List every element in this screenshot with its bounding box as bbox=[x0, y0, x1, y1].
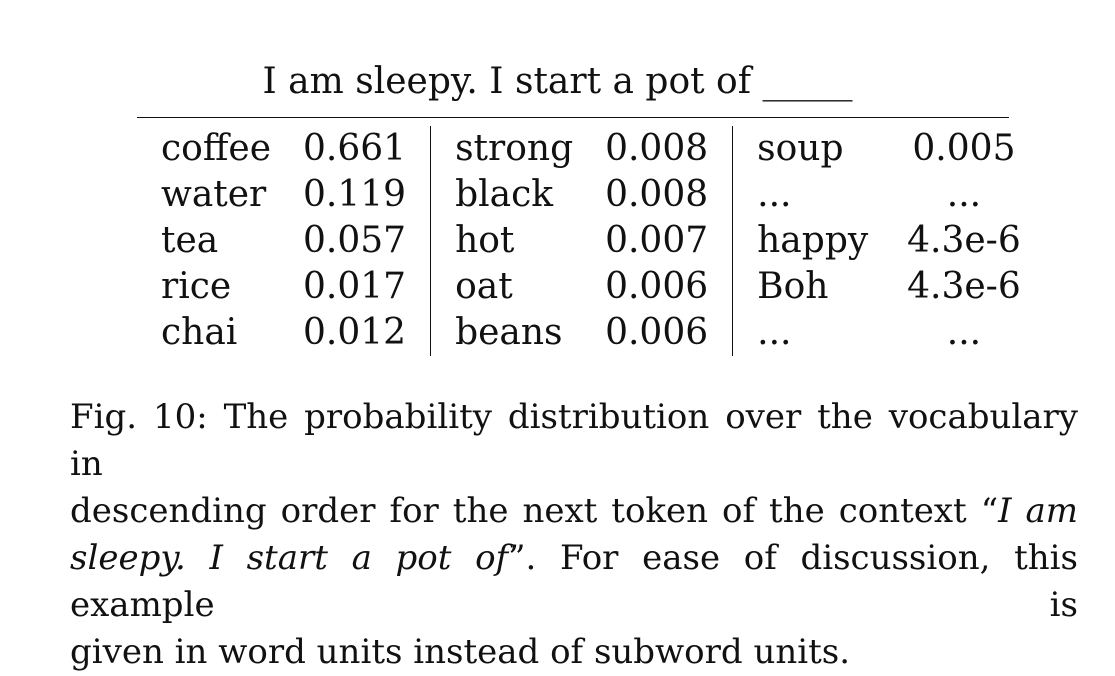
caption-text: ”. For ease of discussion, this example … bbox=[70, 538, 1078, 625]
caption-line: Fig. 10: The probability distribution ov… bbox=[70, 397, 1078, 484]
table-row: rice 0.017 oat 0.006 Boh 4.3e-6 bbox=[137, 264, 1031, 310]
prob-cell: 4.3e-6 bbox=[907, 220, 1021, 261]
caption-italic-text: I am bbox=[998, 491, 1078, 531]
table-top-rule bbox=[137, 117, 1009, 118]
prob-cell: 0.008 bbox=[605, 126, 734, 172]
prob-cell: 0.017 bbox=[303, 264, 432, 310]
token-cell: Boh bbox=[757, 266, 829, 307]
prob-cell: 0.057 bbox=[303, 218, 432, 264]
caption-italic-text: sleepy. I start a pot of bbox=[70, 538, 509, 578]
token-cell: ... bbox=[757, 174, 792, 215]
caption-text: descending order for the next token of t… bbox=[70, 491, 999, 531]
table-row: chai 0.012 beans 0.006 ... ... bbox=[137, 310, 1031, 356]
token-cell: tea bbox=[161, 220, 219, 261]
token-cell: rice bbox=[161, 266, 232, 307]
prob-cell: 0.007 bbox=[605, 218, 734, 264]
figure-caption: Fig. 10: The probability distribution ov… bbox=[70, 394, 1078, 676]
prob-cell: 0.119 bbox=[303, 172, 432, 218]
figure: I am sleepy. I start a pot of _____ coff… bbox=[70, 61, 1078, 672]
caption-line: given in word units instead of subword u… bbox=[70, 632, 851, 672]
probability-table: coffee 0.661 strong 0.008 soup 0.005 wat… bbox=[137, 126, 1031, 356]
caption-line: sleepy. I start a pot of”. For ease of d… bbox=[70, 535, 1078, 629]
table-row: tea 0.057 hot 0.007 happy 4.3e-6 bbox=[137, 218, 1031, 264]
prob-cell: 4.3e-6 bbox=[907, 266, 1021, 307]
token-cell: beans bbox=[455, 312, 563, 353]
token-cell: hot bbox=[455, 220, 515, 261]
prob-cell: ... bbox=[946, 312, 982, 353]
token-cell: soup bbox=[757, 128, 844, 169]
token-cell: strong bbox=[455, 128, 574, 169]
token-cell: ... bbox=[757, 312, 792, 353]
prob-cell: 0.005 bbox=[912, 128, 1016, 169]
token-cell: oat bbox=[455, 266, 513, 307]
token-cell: coffee bbox=[161, 128, 272, 169]
prob-cell: 0.661 bbox=[303, 126, 432, 172]
token-cell: water bbox=[161, 174, 267, 215]
prob-cell: 0.012 bbox=[303, 310, 432, 356]
prob-cell: 0.006 bbox=[605, 264, 734, 310]
token-cell: chai bbox=[161, 312, 238, 353]
table-row: water 0.119 black 0.008 ... ... bbox=[137, 172, 1031, 218]
prob-cell: 0.006 bbox=[605, 310, 734, 356]
caption-line: descending order for the next token of t… bbox=[70, 488, 1078, 535]
token-cell: happy bbox=[757, 220, 869, 261]
prob-cell: 0.008 bbox=[605, 172, 734, 218]
table-row: coffee 0.661 strong 0.008 soup 0.005 bbox=[137, 126, 1031, 172]
prob-cell: ... bbox=[946, 174, 982, 215]
token-cell: black bbox=[455, 174, 554, 215]
context-sentence: I am sleepy. I start a pot of _____ bbox=[262, 61, 853, 102]
